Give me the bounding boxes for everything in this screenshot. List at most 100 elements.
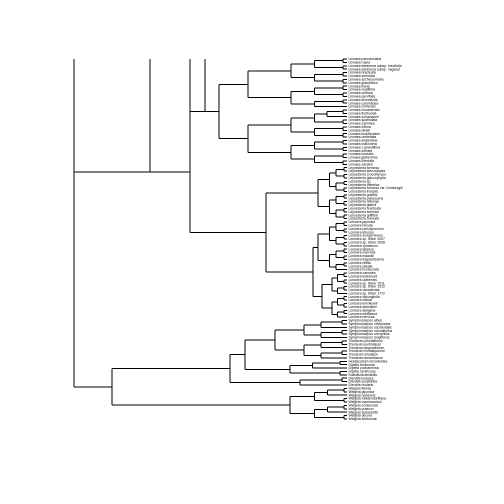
tip-label: Lonicera japonica [349, 220, 376, 224]
tip-label: Lonicera involucrata [349, 268, 379, 272]
tip-label: Lonicera morrowii [349, 251, 376, 255]
tip-label: Lonicera canadensis [349, 288, 380, 292]
tip-label: Triosteum aurantiacum [349, 356, 384, 360]
tip-label: Lonicera sp. Silver 2008 [349, 240, 385, 244]
tip-label: Lonicera hirsuta [349, 224, 373, 228]
tip-label: Dipelta ventricosa [349, 370, 376, 374]
tip-label: Leycesteria crocothyrsos [349, 173, 387, 177]
tip-label: Linnaea tetramera subsp. brevifolia [349, 64, 402, 68]
tip-label: Linnaea buddleoides [349, 132, 381, 136]
tip-label: Weigela floribunda [349, 417, 377, 421]
tip-label: Dipelta yunnanensis [349, 366, 380, 370]
tip-label: Lonicera caerulea [349, 271, 376, 275]
tip-label: Leycesteria bracteata [349, 207, 382, 211]
tip-label: Leycesteria stenosepala [349, 169, 386, 173]
tip-label: Leycesteria sp. [349, 179, 372, 183]
tip-label: Leycesteria glabra [349, 203, 377, 207]
tip-label: Linnaea umbellata [349, 135, 377, 139]
tip-label: Linnaea serrata [349, 149, 373, 153]
tip-label: Linnaea zanderi [349, 162, 373, 166]
tip-label: Triosteum perfoliatum [349, 342, 382, 346]
tip-label: Weigela japonica [349, 390, 375, 394]
tip-label: Lonicera utahensis [349, 278, 378, 282]
tip-label: Leycesteria sinensis [349, 210, 380, 214]
tip-label: Leycesteria oblonga [349, 200, 379, 204]
tip-label: Linnaea chinensis [349, 105, 376, 109]
tip-label: Leycesteria glaucophylla [349, 176, 386, 180]
tip-label: Dipelta floribunda [349, 363, 376, 367]
tip-label: Lonicera sp. Silver 1911 [349, 281, 385, 285]
tip-label: Linnaea lineta [349, 84, 370, 88]
tip-label: Weigela hortensis [349, 393, 376, 397]
tip-label: Linnaea diversifolia [349, 98, 378, 102]
tip-label: Linnaea schumannii [349, 115, 379, 119]
tip-label: Linnaea engleriana [349, 139, 378, 143]
tip-label: Lonicera villosa [349, 298, 372, 302]
tip-label: Linnaea aschersoniana [349, 77, 384, 81]
tip-label: Linnaea spathulata [349, 118, 378, 122]
tip-label: Linnaea parvifolia [349, 94, 376, 98]
tip-label: Leycesteria pubescens [349, 196, 384, 200]
tip-label: Linnaea caerulea [349, 122, 375, 126]
tip-label: Lonicera sp. Silver 1912 [349, 285, 385, 289]
tip-label: Triosteum himalayanum [349, 349, 385, 353]
tip-label: Lonicera sempervirens [349, 234, 384, 238]
tip-label: Linnaea ruana [349, 60, 371, 64]
tip-label: Leycesteria gracilis [349, 193, 378, 197]
tip-label: Linnaea uniflora [349, 91, 373, 95]
tip-label: Diervilla sessilifolia [349, 380, 378, 384]
tree-branches [73, 58, 347, 420]
tip-label: Triosteum angustifolium [349, 346, 385, 350]
tip-label: Symphoricarpos longiflorus [349, 336, 390, 340]
tip-label: Linnaea serrulata [349, 74, 375, 78]
tip-label: Weigela maximowiczii [349, 400, 382, 404]
tip-label: Linnaea mosanensis [349, 108, 380, 112]
tip-label: Leycesteria cuneata [349, 217, 379, 221]
tip-label: Symphoricarpos occidentalis [349, 325, 392, 329]
tip-label: Lonicera fragrantissima [349, 257, 384, 261]
tip-label: Lonicera nervosa [349, 315, 375, 319]
tip-label: Linnaea borealis [349, 152, 374, 156]
tip-label: Lonicera oblongifolia [349, 295, 380, 299]
tip-label: Lonicera nitida [349, 261, 371, 265]
tip-label: Weigela florida [349, 387, 371, 391]
tip-label: Lonicera periclymenum [349, 227, 384, 231]
tip-label: Linnaea macrotera [349, 142, 377, 146]
tip-label: Lonicera alpigena [349, 308, 376, 312]
tip-label: Lonicera tatarica [349, 247, 374, 251]
tip-label: Lonicera korolkowii [349, 302, 378, 306]
tip-label: Symphoricarpos albus [349, 319, 383, 323]
tip-label: Lonicera sp. Silver 2007 [349, 237, 385, 241]
tip-label: Triosteum sinuatum [349, 353, 379, 357]
tip-label: Diervilla lonicera [349, 376, 374, 380]
tip-label: Linnaea dielsii [349, 128, 371, 132]
tip-label: Triosteum pinnatifidum [349, 339, 383, 343]
tip-label: Symphoricarpos oreophilus [349, 332, 390, 336]
tip-label: Linnaea floribunda [349, 111, 377, 115]
tip-label: Linnaea x grandiflora [349, 145, 381, 149]
tip-label: Lonicera webbiana [349, 312, 378, 316]
tip-label: Symphoricarpos rotundifolius [349, 329, 393, 333]
tip-label: Leycesteria formosa var. Dumbraghi [349, 186, 404, 190]
tip-label: Heptacodium miconioides [349, 359, 388, 363]
tip-label: Linnaea bracteata [349, 71, 376, 75]
tip-label: Diervilla rivularis [349, 383, 374, 387]
tip-label: Symphoricarpos orbiculatus [349, 322, 391, 326]
tip-label: Leycesteria formosa [349, 166, 380, 170]
tip-label: Linnaea glaberrima [349, 156, 378, 160]
tip-label: Leycesteria thibetica [349, 183, 380, 187]
tip-label: Weigela subsessilis [349, 410, 379, 414]
tip-label: Lonicera ledebourii [349, 274, 378, 278]
tip-label: Weigela coraeensis [349, 404, 379, 408]
tip-label: Weigela praecox [349, 407, 374, 411]
tip-label: Weigela middendorffiana [349, 397, 386, 401]
tip-label: Linnaea triflora [349, 125, 372, 129]
tip-label: Leycesteria insignis [349, 190, 379, 194]
tip-label: Linnaea trientalis [349, 159, 375, 163]
tip-label: Linnaea tetramera subsp. nagasai [349, 67, 401, 71]
tip-label: Linnaea ovalifolia [349, 88, 375, 92]
tip-label: Lonicera pileata [349, 264, 373, 268]
tip-label: Weigela decora [349, 414, 373, 418]
